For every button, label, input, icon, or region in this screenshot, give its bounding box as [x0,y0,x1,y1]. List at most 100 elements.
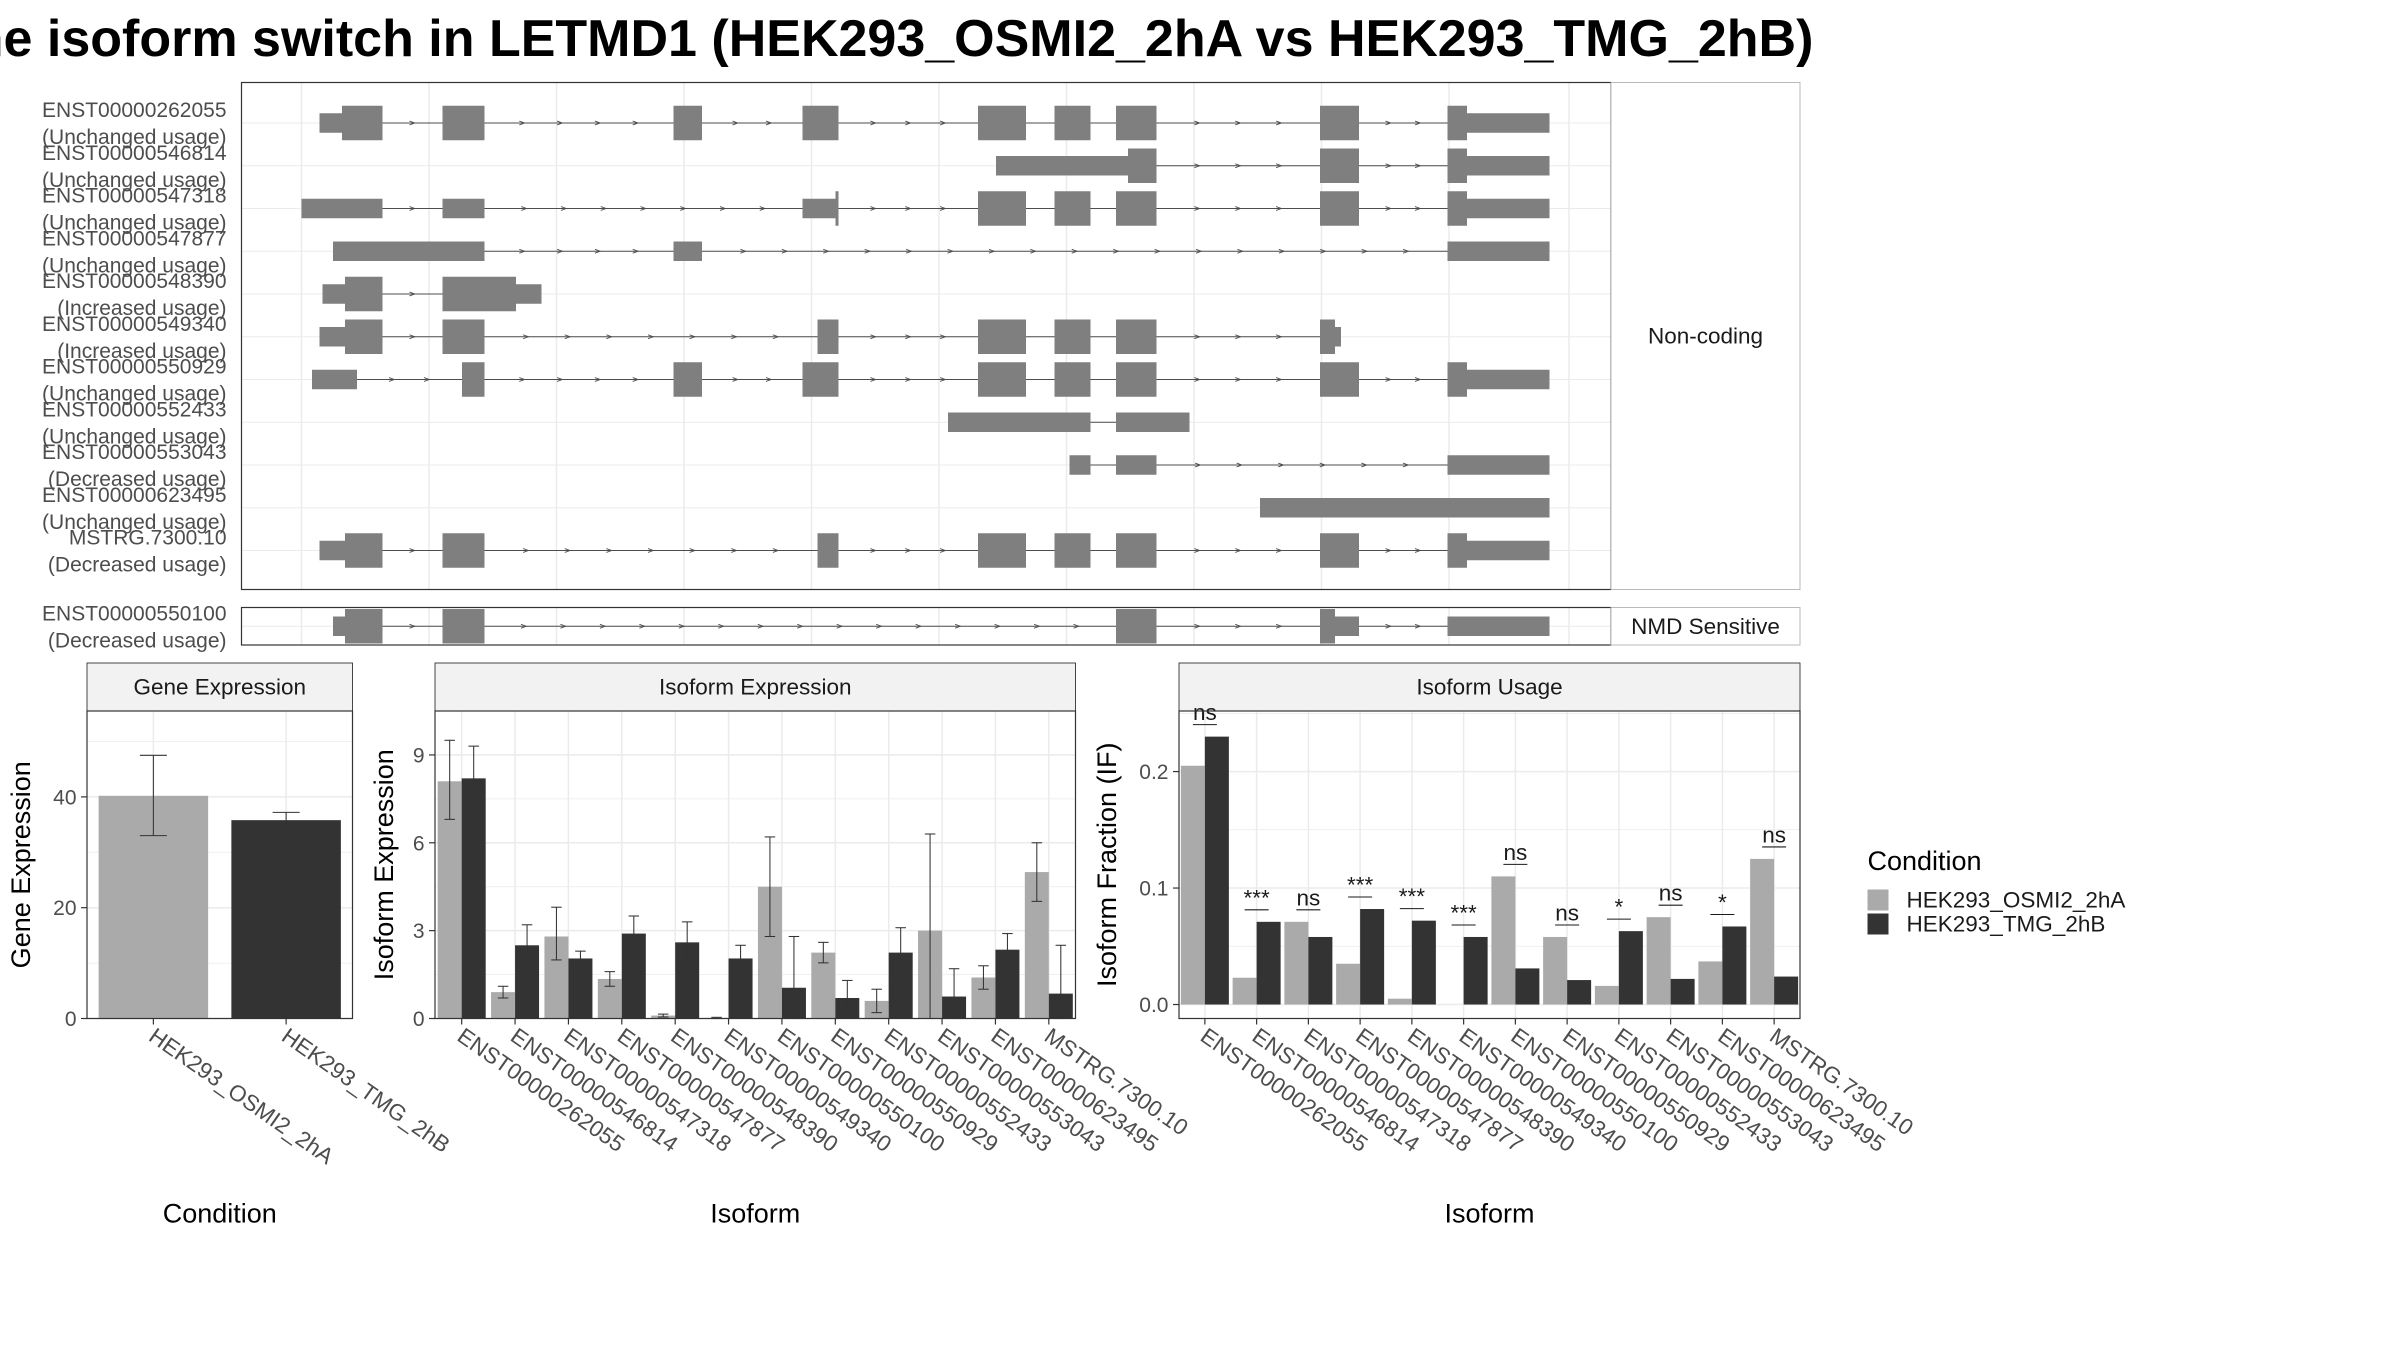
y-tick-label: 0.2 [1139,761,1168,784]
exon-block [1320,362,1359,397]
exon-block [1447,616,1550,636]
intron-arrow [423,377,431,382]
y-tick-label: 0 [413,1008,425,1031]
intron-arrow [1194,377,1201,382]
exon-block [1447,455,1550,475]
intron-arrow [870,334,877,340]
intron-arrow [600,206,608,211]
intron-arrow [632,248,640,254]
legend-swatch [1867,913,1889,935]
bar [1284,921,1309,1005]
isoform-expression-panel: Isoform Expression0369ENST00000262055ENS… [369,662,1193,1229]
bar [1256,921,1281,1005]
intron-arrow [409,334,417,340]
intron-arrow [1194,334,1201,340]
significance-label: *** [1347,873,1374,898]
y-tick-label: 9 [413,744,425,767]
significance-label: ns [1762,822,1786,847]
intron-arrow [1194,120,1201,126]
intron-arrow [1361,248,1369,254]
intron-arrow [1235,334,1242,340]
structure-facet-strip [1610,607,1801,646]
intron-arrow [1320,248,1327,254]
panel-border [434,710,1077,1020]
exon-block [1054,319,1091,354]
intron-arrow [1275,120,1283,126]
exon-block [312,369,357,390]
intron-arrow [522,548,530,553]
exon-block [319,113,342,133]
significance-label: ns [1296,885,1320,910]
significance-label: ns [1503,840,1527,865]
exon-block [1447,241,1550,261]
intron-arrow [1033,623,1041,629]
exon-block [442,276,516,312]
legend-label: HEK293_TMG_2hB [1907,912,2106,937]
intron-arrow [520,623,528,629]
intron-arrow [905,206,912,211]
intron-arrow [870,548,877,553]
intron-arrow [1194,548,1201,553]
significance-label: *** [1399,884,1426,909]
intron-arrow [1414,548,1422,553]
intron-arrow [732,377,740,382]
intron-arrow [1113,248,1120,254]
exon-block [978,105,1026,141]
exon-block [442,198,485,219]
intron-arrow [732,120,740,126]
intron-arrow [1235,623,1242,629]
y-tick-label: 3 [413,920,425,943]
exon-block [1116,319,1157,354]
significance-label: *** [1243,885,1270,910]
exon-block [516,284,542,304]
exon-block [1054,191,1091,226]
intron-arrow [781,248,789,254]
panel-border [86,710,354,1020]
intron-arrow [994,623,1002,629]
panel-border [1178,710,1801,1020]
transcript-id-label: ENST00000552433 [42,398,226,421]
intron-arrow [823,248,830,254]
exon-block [345,533,383,568]
bar [461,778,486,1019]
intron-arrow [1237,248,1244,254]
exon-block [1447,533,1467,568]
transcript-id-label: ENST00000550100 [42,602,226,625]
intron-arrow [409,206,417,211]
transcript-usage-label: (Unchanged usage) [42,425,226,448]
exon-block [1116,609,1157,644]
intron-arrow [1073,623,1081,629]
intron-arrow [639,623,646,629]
intron-arrow [1361,462,1368,468]
exon-block [333,616,345,636]
significance-label: ns [1193,700,1217,725]
intron-arrow [1402,248,1410,254]
exon-block [345,319,383,354]
intron-arrow [640,206,648,211]
exon-block [673,241,702,261]
intron-arrow [772,334,780,340]
bar [1670,978,1695,1005]
intron-arrow [632,120,640,126]
exon-block [978,319,1026,354]
intron-arrow [718,623,725,629]
intron-arrow [556,248,564,254]
intron-arrow [521,206,528,211]
exon-block [1320,105,1359,141]
bar [1232,977,1257,1005]
panel-strip-label: Isoform Usage [1416,675,1562,700]
exon-block [442,105,485,141]
intron-arrow [1275,163,1283,169]
transcript-usage-label: (Unchanged usage) [42,511,226,534]
transcript-id-label: ENST00000548390 [42,270,226,293]
transcript-id-label: ENST00000549340 [42,313,226,336]
intron-arrow [1278,462,1285,468]
exon-block [1447,148,1467,183]
exon-block [1054,362,1091,397]
exon-block [1467,113,1550,133]
intron-arrow [1385,120,1393,126]
x-axis-title: Isoform [1444,1199,1534,1229]
intron-arrow [409,120,417,126]
intron-arrow [1194,206,1201,211]
intron-arrow [1071,248,1079,254]
